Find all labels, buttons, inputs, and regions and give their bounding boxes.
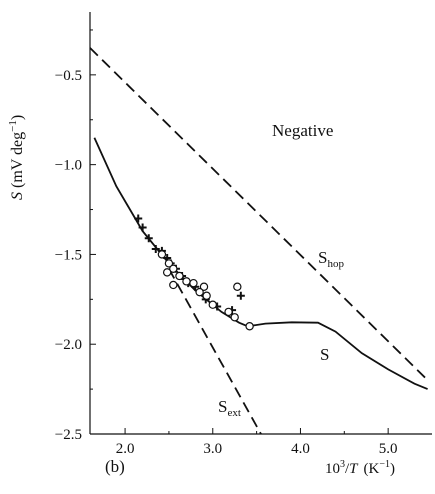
circle-marker: [169, 264, 178, 273]
x-tick-label: 2.0: [116, 441, 135, 457]
circle-marker: [233, 282, 242, 291]
plus-marker: [138, 223, 147, 232]
x-axis-label: 103/T (K−1): [325, 459, 395, 477]
circle-marker: [224, 307, 233, 317]
circle-marker: [189, 278, 198, 288]
s-hop-label: Shop: [318, 248, 344, 270]
series-layer: [89, 47, 429, 435]
x-tick-label: 3.0: [203, 441, 222, 457]
y-tick-label: −1.5: [55, 247, 82, 263]
plus-marker: [134, 214, 143, 223]
s-curve-label: S: [320, 345, 329, 364]
x-ticks: 2.0 3.0 4.0 5.0: [116, 428, 398, 457]
circle-marker: [157, 250, 167, 259]
circle-marker: [169, 280, 178, 290]
s-hop-line: [89, 47, 429, 381]
circle-marker: [182, 277, 191, 286]
y-ticks: −0.5 −1.0 −1.5 −2.0 −2.5: [55, 29, 96, 443]
circle-marker: [199, 282, 209, 291]
negative-label: Negative: [272, 121, 333, 140]
s-ext-line: [168, 268, 262, 435]
y-tick-label: −1.0: [55, 158, 82, 174]
y-axis-label: S(mV deg−1): [7, 115, 26, 200]
circle-marker: [164, 259, 174, 268]
y-tick-label: −2.5: [55, 427, 82, 443]
circle-marker: [230, 313, 239, 322]
y-tick-label: −2.0: [55, 337, 82, 353]
plus-marker: [151, 245, 160, 254]
circle-marker: [175, 271, 184, 281]
plus-marker: [144, 234, 153, 243]
x-tick-label: 5.0: [379, 441, 398, 457]
y-tick-label: −0.5: [55, 68, 82, 84]
s-ext-label: Sext: [218, 397, 241, 419]
circle-marker: [162, 268, 172, 277]
plus-marker: [236, 291, 245, 300]
circle-marker: [208, 300, 217, 309]
s-curve-line: [93, 137, 428, 390]
circle-marker: [202, 291, 211, 300]
axes: [89, 12, 432, 435]
circle-marker: [195, 287, 204, 297]
circle-marker: [245, 322, 254, 331]
x-tick-label: 4.0: [291, 441, 310, 457]
panel-label: (b): [105, 457, 125, 476]
